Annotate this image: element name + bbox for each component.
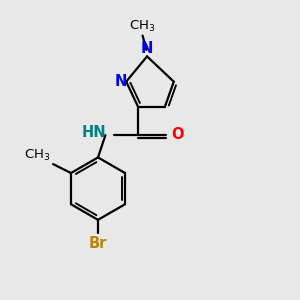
Text: N: N (140, 41, 153, 56)
Text: HN: HN (82, 125, 106, 140)
Text: CH$_3$: CH$_3$ (24, 148, 51, 163)
Text: CH$_3$: CH$_3$ (129, 19, 156, 34)
Text: N: N (115, 74, 127, 89)
Text: O: O (171, 127, 183, 142)
Text: Br: Br (89, 236, 107, 250)
